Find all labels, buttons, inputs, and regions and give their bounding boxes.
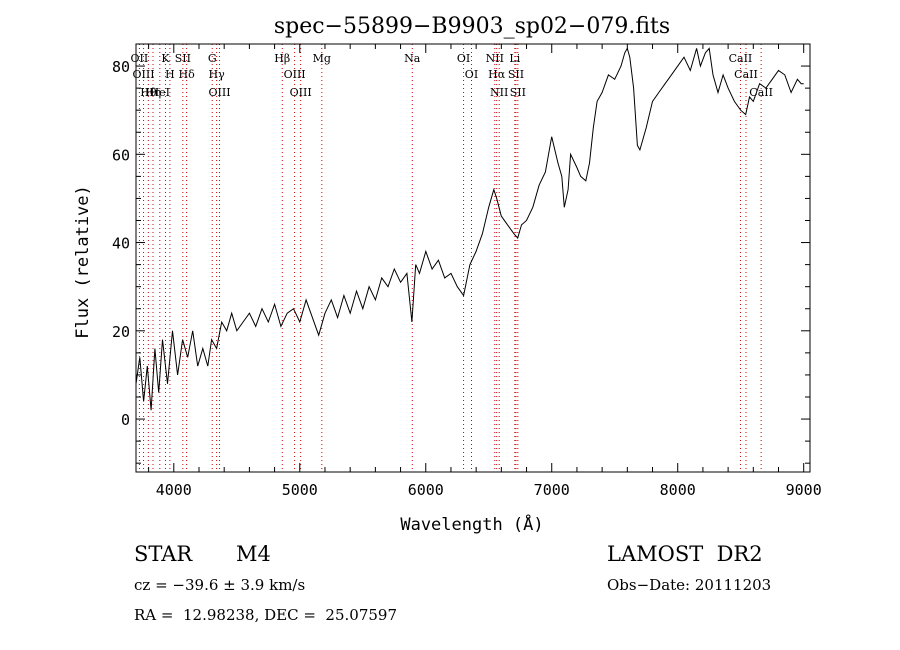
spectral-line-label: SII	[508, 68, 524, 81]
plot-frame	[135, 43, 811, 473]
spectral-line-label: Hγ	[209, 68, 226, 81]
spectral-line-label: Hη	[145, 86, 161, 99]
object-subclass: M4	[236, 542, 271, 566]
spectral-line-label: HeI	[150, 86, 170, 99]
y-axis-label: Flux (relative)	[73, 185, 93, 339]
obs-date: Obs−Date: 20111203	[607, 576, 772, 594]
spectral-line-label: SII	[510, 86, 526, 99]
y-tick-label: 80	[112, 58, 130, 76]
spectral-line-label: Hα	[488, 68, 506, 81]
spectral-line-label: Mg	[313, 52, 331, 65]
x-axis-label: Wavelength (Å)	[400, 513, 543, 535]
spectral-line-label: OIII	[290, 86, 312, 99]
spectral-line-label: Hβ	[274, 52, 290, 65]
coordinates: RA = 12.98238, DEC = 25.07597	[134, 606, 398, 624]
chart-title: spec−55899−B9903_sp02−079.fits	[274, 14, 670, 39]
spectral-line-label: K	[161, 52, 170, 65]
spectral-line-markers	[138, 44, 762, 472]
x-tick-label: 6000	[408, 481, 444, 499]
x-tick-label: 7000	[534, 481, 570, 499]
spectral-line-label: SII	[175, 52, 191, 65]
spectral-line-label: Hδ	[179, 68, 196, 81]
spectral-line-label: NII	[490, 86, 508, 99]
spectrum-line	[135, 47, 804, 411]
spectral-line-label: H	[165, 68, 175, 81]
x-tick-label: 8000	[660, 481, 696, 499]
y-tick-label: 40	[112, 235, 130, 253]
spectral-line-label: NII	[486, 52, 504, 65]
y-tick-label: 60	[112, 146, 130, 164]
redshift-cz: cz = −39.6 ± 3.9 km/s	[134, 576, 306, 594]
spectral-line-label: OII	[131, 52, 149, 65]
spectral-line-label: Li	[509, 52, 520, 65]
x-tick-label: 9000	[786, 481, 822, 499]
axis-ticks: 4000 5000 6000 7000 8000 9000 0 20 40 60 80	[112, 43, 822, 499]
spectral-line-label: G	[208, 52, 217, 65]
object-class: STAR	[134, 542, 193, 566]
spectral-line-label: OI	[465, 68, 478, 81]
y-tick-label: 20	[112, 323, 130, 341]
spectral-line-label: OI	[457, 52, 470, 65]
x-tick-label: 4000	[156, 481, 192, 499]
spectral-line-label: CaII	[734, 68, 758, 81]
x-tick-label: 5000	[282, 481, 318, 499]
spectral-line-label: CaII	[729, 52, 753, 65]
survey-name: LAMOST DR2	[607, 542, 763, 566]
spectral-line-label: OIII	[133, 68, 155, 81]
spectral-line-label: Na	[404, 52, 421, 65]
spectral-line-label: Hθ	[140, 86, 157, 99]
spectral-line-label: OIII	[284, 68, 306, 81]
spectral-line-label: CaII	[749, 86, 773, 99]
spectral-line-labels: OIIOIIIHθHηHeIKHSIIHδGHγOIIIHβOIIIOIIIMg…	[131, 52, 773, 99]
y-tick-label: 0	[121, 411, 130, 429]
spectral-line-label: OIII	[208, 86, 230, 99]
